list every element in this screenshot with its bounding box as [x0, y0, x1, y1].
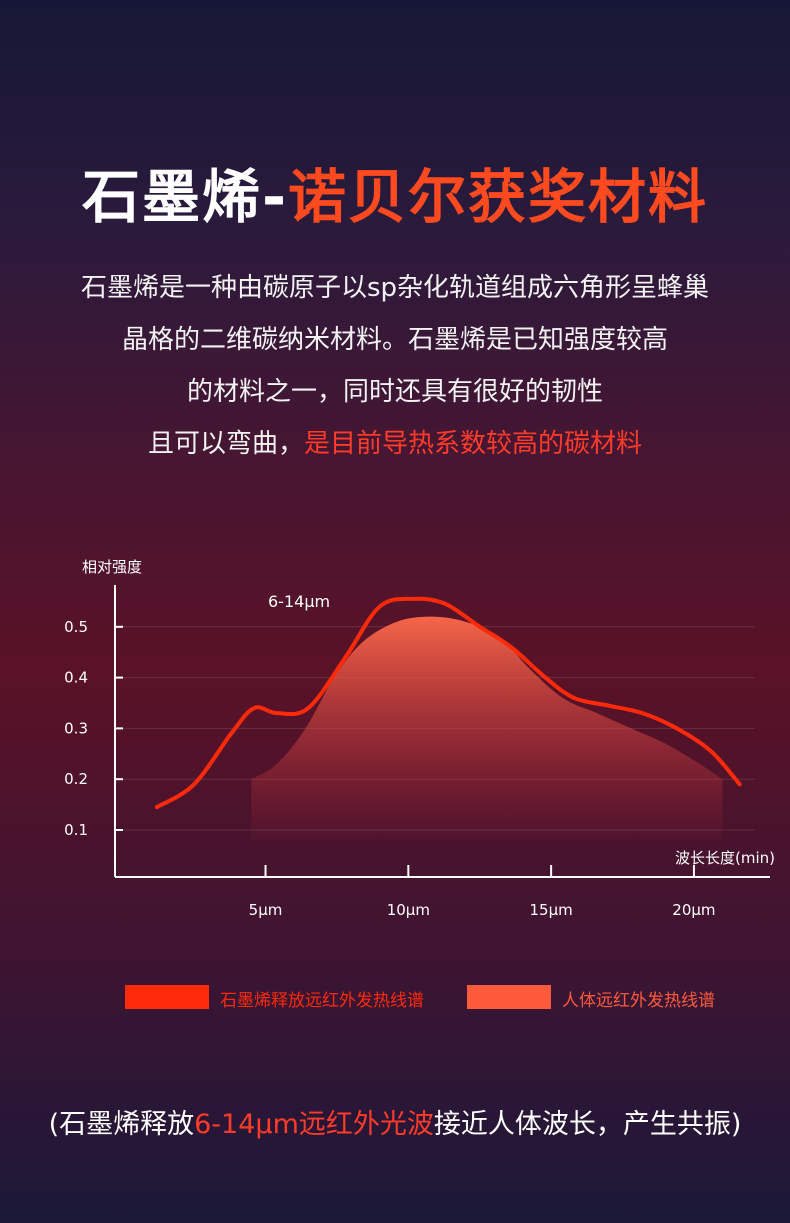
description-line-4-highlight: 是目前导热系数较高的碳材料	[304, 429, 643, 459]
title-main: 石墨烯-	[81, 163, 289, 231]
legend-item-graphene: 石墨烯释放远红外发热线谱	[125, 985, 445, 1011]
legend-label-body: 人体远红外发热线谱	[562, 991, 715, 1011]
title-highlight: 诺贝尔获奖材料	[288, 163, 709, 231]
series-body-area	[251, 616, 723, 840]
footer-highlight: 6-14μm远红外光波	[194, 1109, 434, 1140]
x-tick-label: 20μm	[672, 901, 715, 919]
series-graphene-line	[155, 596, 742, 810]
description-line-3: 的材料之一，同时还具有很好的韧性	[186, 377, 603, 407]
description-line-1: 石墨烯是一种由碳原子以sp杂化轨道组成六角形呈蜂巢	[80, 273, 710, 303]
legend-item-body: 人体远红外发热线谱	[467, 985, 747, 1011]
spectrum-chart: 0.5 0.4 0.3 0.2 0.1 5μm 10μm 15μm 20μm 相对强度 波长长度…	[64, 558, 775, 919]
y-tick-label: 0.1	[64, 821, 88, 839]
y-tick-label: 0.2	[64, 770, 88, 788]
y-tick-label: 0.5	[64, 618, 88, 636]
peak-annotation: 6-14μm	[268, 592, 330, 611]
footer-part-3: 接近人体波长，产生共振)	[433, 1109, 742, 1140]
legend-swatch-body	[467, 985, 551, 1009]
footer-note: (石墨烯释放6-14μm远红外光波接近人体波长，产生共振)	[0, 1102, 790, 1141]
description-line-2: 晶格的二维碳纳米材料。石墨烯是已知强度较高	[121, 325, 668, 355]
axis-ticks: 0.5 0.4 0.3 0.2 0.1 5μm 10μm 15μm 20μm	[64, 618, 715, 919]
description-line-4-plain: 且可以弯曲，	[147, 429, 304, 459]
y-tick-label: 0.4	[64, 669, 88, 687]
footer-part-1: (石墨烯释放	[48, 1109, 195, 1140]
x-axis-label: 波长长度(min)	[675, 849, 775, 867]
legend-label-graphene: 石墨烯释放远红外发热线谱	[220, 991, 424, 1011]
y-axis-label: 相对强度	[82, 558, 142, 576]
page-title: 石墨烯-诺贝尔获奖材料	[0, 150, 790, 234]
x-tick-label: 10μm	[387, 901, 430, 919]
y-tick-label: 0.3	[64, 719, 88, 737]
description-line-4: 且可以弯曲，是目前导热系数较高的碳材料	[40, 418, 750, 470]
description: 石墨烯是一种由碳原子以sp杂化轨道组成六角形呈蜂巢 晶格的二维碳纳米材料。石墨烯…	[40, 262, 750, 470]
x-tick-label: 5μm	[249, 901, 283, 919]
legend-swatch-graphene	[125, 985, 209, 1009]
x-tick-label: 15μm	[530, 901, 573, 919]
